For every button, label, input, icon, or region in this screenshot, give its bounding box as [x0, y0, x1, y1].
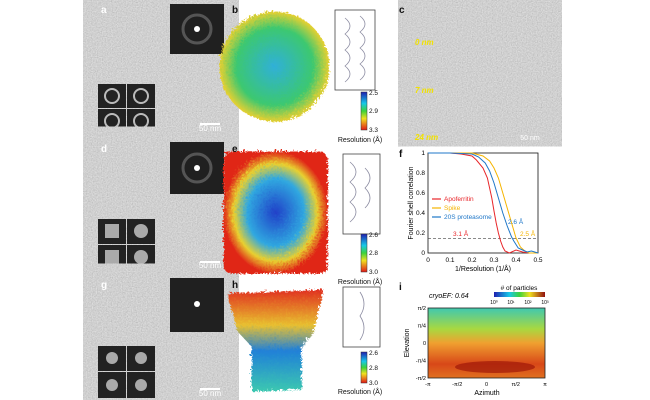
micrograph-d	[96, 140, 226, 271]
cb-e-tick: 2.6	[369, 232, 378, 239]
fsc-curve-spike	[428, 152, 538, 254]
legend-entry: 20S proteasome	[444, 214, 492, 221]
x-tick-label: -π/2	[452, 382, 462, 388]
fsc-plot: 0 0.1 0.2 0.3 0.4 0.5 0 0.2 0.4 0.6 0.8 1 1/Resoluti…	[408, 150, 543, 273]
panel-label: e	[232, 144, 238, 155]
colorbar-tick: 10⁰	[490, 300, 498, 306]
y-tick-label: 0	[421, 250, 425, 257]
cryoef-label: cryoEF: 0.64	[429, 293, 469, 300]
cb-h-tick: 2.8	[369, 365, 378, 372]
heatmap-colorbar	[494, 292, 545, 297]
colorbar-tick: 10²	[524, 300, 532, 306]
cb-h-tick: 3.0	[369, 380, 378, 387]
fsc-curve-20s-proteasome	[428, 152, 539, 254]
scale-bar-label-d: 50 nm	[199, 261, 222, 270]
scale-bar-label-a: 50 nm	[199, 124, 222, 133]
model-insets	[334, 9, 381, 348]
cb-e-tick: 3.0	[369, 269, 378, 276]
y-tick-label: 0.4	[416, 210, 425, 217]
colorbar-e	[360, 233, 368, 273]
y-tick-label: 0	[423, 341, 426, 347]
y-tick-label: 0.6	[416, 190, 425, 197]
apoferritin-map	[218, 10, 328, 120]
panel-label: g	[101, 280, 107, 291]
x-tick-label: 0.1	[445, 257, 454, 264]
x-axis-label: 1/Resolution (1/Å)	[455, 264, 511, 273]
depth-label: 0 nm	[415, 38, 434, 47]
y-axis-label: Fourier shell correlation	[408, 166, 415, 239]
cb-h-tick: 2.6	[369, 350, 378, 357]
panel-label: b	[232, 5, 238, 16]
legend-entry: Apoferritin	[444, 196, 474, 203]
colorbar-tick: 10¹	[507, 300, 515, 306]
y-tick-label: -π/2	[416, 376, 426, 382]
cb-h-label: Resolution (Å)	[338, 387, 382, 396]
micrograph-a	[96, 2, 226, 133]
y-tick-label: 0.8	[416, 170, 425, 177]
x-axis-label: Azimuth	[474, 390, 499, 397]
panel-label: h	[232, 280, 238, 291]
cb-e-tick: 2.8	[369, 250, 378, 257]
scale-bar-label-g: 50 nm	[199, 389, 222, 398]
depth-label: 7 nm	[415, 86, 434, 95]
spike-map	[226, 288, 322, 390]
x-tick-label: π	[543, 382, 547, 388]
x-tick-label: 0.3	[489, 257, 498, 264]
resolution-annotation: 3.1 Å	[453, 229, 469, 238]
y-tick-label: π/2	[418, 306, 426, 312]
panel-label: i	[399, 282, 402, 293]
cb-e-label: Resolution (Å)	[338, 277, 382, 286]
colorbar-tick: 10³	[541, 300, 549, 306]
depth-label: 24 nm	[414, 133, 438, 142]
tomogram-slices	[412, 2, 548, 142]
resolution-annotation: 2.5 Å	[520, 229, 536, 238]
cb-b-tick: 3.3	[369, 127, 378, 134]
colorbar-label: # of particles	[501, 285, 539, 292]
plot-frame	[427, 152, 539, 254]
y-tick-label: π/4	[418, 324, 426, 330]
micrograph-g	[96, 276, 226, 400]
legend-entry: Spike	[444, 205, 461, 212]
panel-label: a	[101, 5, 107, 16]
proteasome-map	[222, 150, 326, 272]
x-tick-label: -π	[425, 382, 431, 388]
y-tick-label: 1	[421, 150, 425, 157]
y-tick-label: 0.2	[416, 230, 425, 237]
orientation-heatmap: cryoEF: 0.64 # of particles 10⁰ 10¹ 10² 10³ -π…	[404, 285, 549, 397]
x-tick-label: 0.2	[467, 257, 476, 264]
x-tick-label: π/2	[512, 382, 520, 388]
y-axis-label: Elevation	[404, 328, 411, 357]
scale-bar-label-c: 50 nm	[520, 135, 540, 142]
x-tick-label: 0	[426, 257, 430, 264]
cb-b-label: Resolution (Å)	[338, 135, 382, 144]
colorbar-b	[360, 91, 368, 131]
x-tick-label: 0.5	[533, 257, 542, 264]
colorbar-h	[360, 351, 368, 384]
x-tick-label: 0	[485, 382, 488, 388]
cb-b-tick: 2.9	[369, 108, 378, 115]
panel-label: f	[399, 149, 403, 160]
x-tick-label: 0.4	[511, 257, 520, 264]
panel-label: c	[399, 5, 405, 16]
resolution-annotation: 2.6 Å	[508, 217, 524, 226]
cb-b-tick: 2.5	[369, 90, 378, 97]
y-tick-label: -π/4	[416, 359, 426, 365]
panel-label: d	[101, 144, 107, 155]
fsc-curve-apoferritin	[428, 152, 538, 254]
